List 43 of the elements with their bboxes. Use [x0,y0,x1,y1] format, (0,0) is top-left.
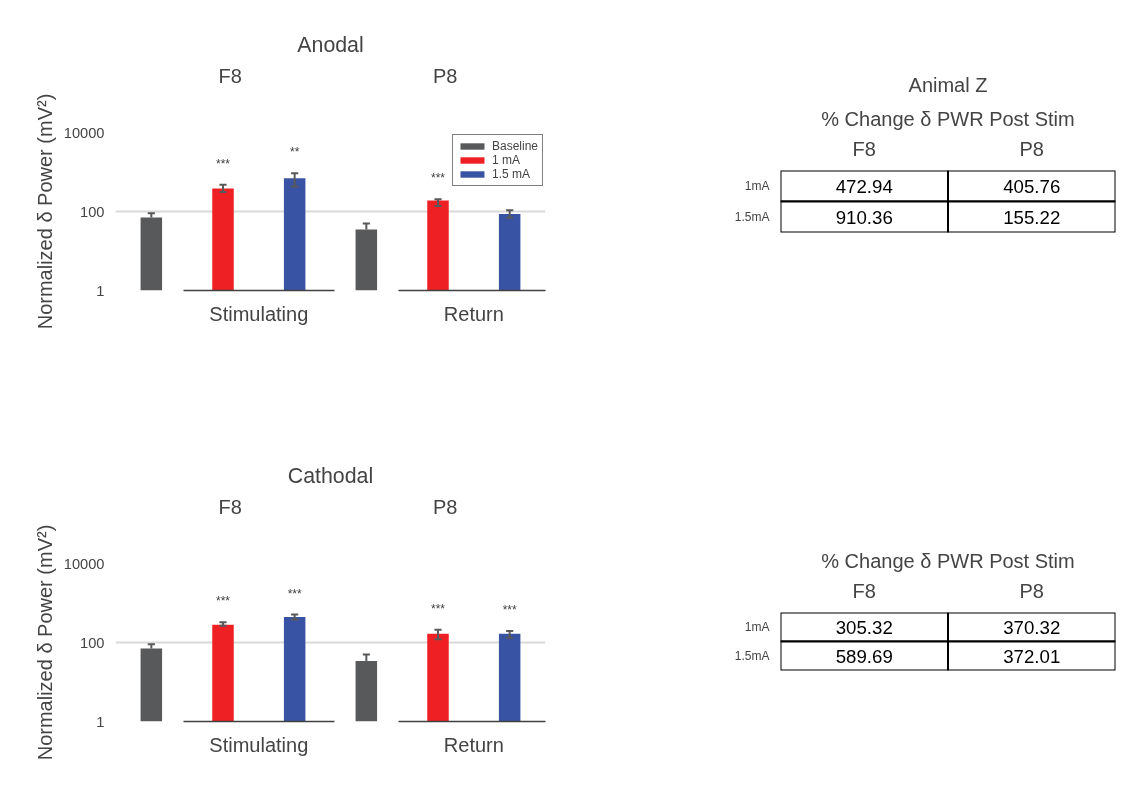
data-label: 155.22 [1003,206,1061,228]
data-label: 405.76 [1003,175,1061,197]
chart-title: Cathodal [287,463,374,488]
y-axis-title: Normalized δ Power (mV²) [33,93,56,330]
chart-title: Animal Z [908,73,988,96]
annotation: *** [431,601,446,616]
legend-label: Baseline [491,139,538,153]
legend-label: 1 mA [491,153,520,167]
y-tick-label: 10000 [63,124,105,141]
y-tick-label: 1 [96,713,105,730]
y-tick-label: 1mA [744,620,770,634]
data-label: 370.32 [1003,616,1061,638]
text: Stimulating [209,733,309,756]
y-tick-label: 1.5mA [734,649,770,663]
y-tick-label: 100 [80,634,105,651]
annotation: ** [290,145,300,160]
chart-subtitle: % Change δ PWR Post Stim [821,107,1075,130]
y-tick-label: 1.5mA [734,210,770,224]
data-label: 472.94 [835,175,893,197]
legend-label: 1.5 mA [491,167,530,181]
data-label: 910.36 [835,206,893,228]
annotation: *** [216,594,231,609]
text: F8 [218,495,242,518]
text: P8 [432,495,458,518]
text: Return [443,302,504,325]
data-label: 372.01 [1003,645,1061,667]
annotation: *** [216,156,231,171]
annotation: *** [502,603,517,618]
text: P8 [432,64,458,87]
text: F8 [218,64,242,87]
y-tick-label: 100 [80,203,105,220]
chart-title: % Change δ PWR Post Stim [821,549,1075,572]
data-label: 589.69 [835,645,893,667]
y-tick-label: 1mA [744,179,770,193]
y-axis-title: Normalized δ Power (mV²) [33,524,56,761]
y-tick-label: 10000 [63,555,105,572]
chart-title: Anodal [297,32,364,57]
y-tick-label: 1 [96,282,105,299]
text: Stimulating [209,302,309,325]
data-label: 305.32 [835,616,893,638]
annotation: *** [287,586,302,601]
text: Return [443,733,504,756]
annotation: *** [431,171,446,186]
